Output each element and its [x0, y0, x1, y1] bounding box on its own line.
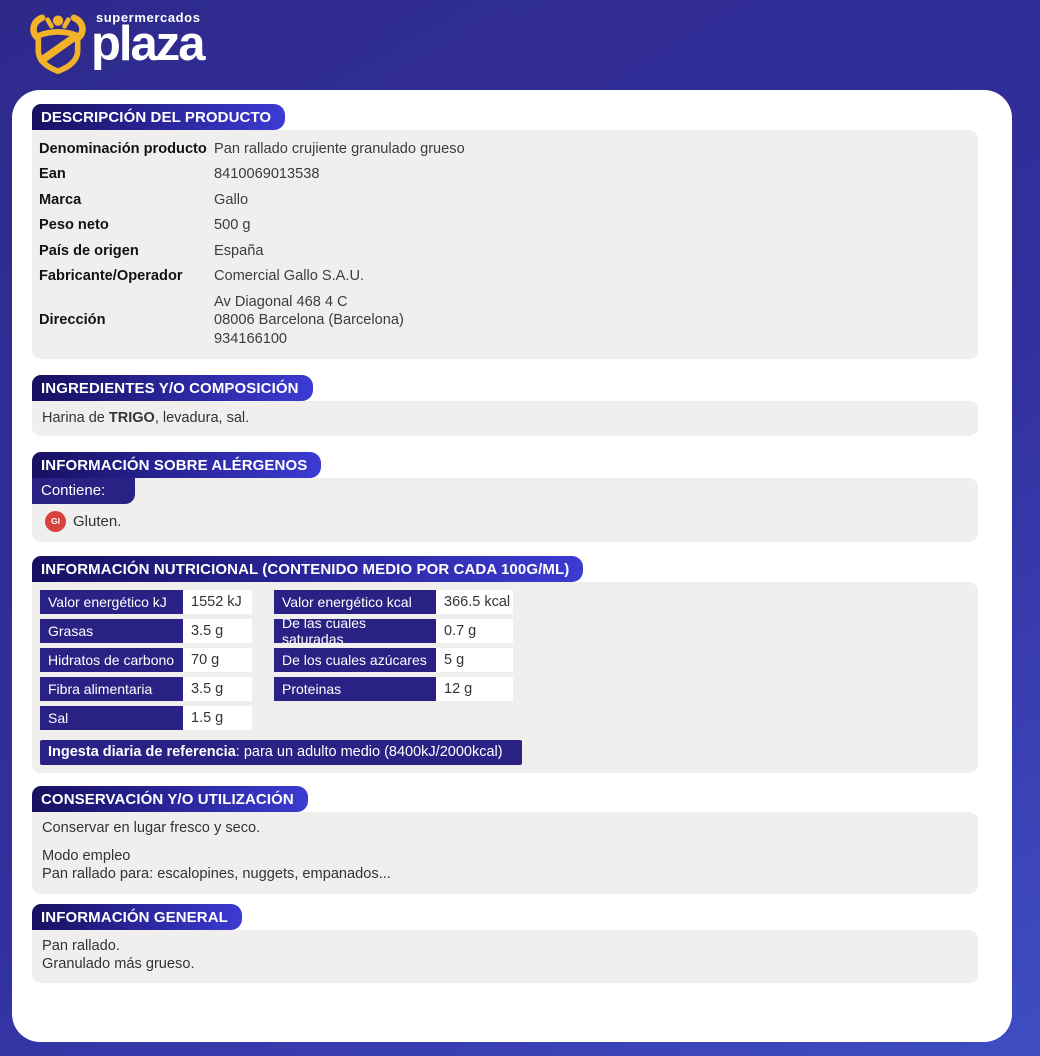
- site-header: supermercados plaza: [0, 0, 1040, 90]
- row-label: Marca: [39, 191, 82, 208]
- nutrition-value-cell: 70 g: [183, 647, 252, 672]
- brand-name: plaza: [91, 17, 206, 71]
- section-conservacion: CONSERVACIÓN Y/O UTILIZACIÓN Conservar e…: [32, 785, 978, 894]
- section-descripcion: DESCRIPCIÓN DEL PRODUCTO Denominación pr…: [32, 104, 978, 359]
- nutrition-value-cell: 3.5 g: [183, 676, 252, 701]
- nutrition-row: Grasas 3.5 g: [40, 618, 252, 643]
- general-text: Pan rallado. Granulado más grueso.: [32, 930, 978, 983]
- table-row: Fabricante/Operador Comercial Gallo S.A.…: [32, 264, 978, 290]
- section-title-ingredientes: INGREDIENTES Y/O COMPOSICIÓN: [32, 374, 313, 401]
- nutrition-tables: Valor energético kJ 1552 kJ Grasas 3.5 g…: [40, 589, 970, 730]
- nutrition-label-cell: Hidratos de carbono: [40, 647, 183, 672]
- plaza-shield-icon: [30, 14, 86, 75]
- ingredientes-text: Harina de TRIGO, levadura, sal.: [32, 400, 978, 436]
- row-value: 8410069013538: [214, 166, 320, 182]
- product-sheet-card: DESCRIPCIÓN DEL PRODUCTO Denominación pr…: [12, 90, 1012, 1042]
- allergen-item: Gl Gluten.: [32, 504, 978, 542]
- nutrition-label-cell: Sal: [40, 705, 183, 730]
- nutrition-row: Sal 1.5 g: [40, 705, 252, 730]
- row-label: Fabricante/Operador: [39, 268, 183, 284]
- section-title-general: INFORMACIÓN GENERAL: [32, 904, 242, 930]
- section-title-conservacion: CONSERVACIÓN Y/O UTILIZACIÓN: [32, 785, 308, 812]
- allergen-name: Gluten.: [73, 512, 122, 530]
- nutrition-label-cell: De los cuales azúcares: [274, 647, 436, 672]
- nutrition-row: De los cuales azúcares 5 g: [274, 647, 513, 672]
- nutrition-value-cell: 5 g: [436, 647, 513, 672]
- alergenos-block: Contiene: Gl Gluten.: [32, 477, 978, 542]
- nutrition-row: Proteinas 12 g: [274, 676, 513, 701]
- section-alergenos: INFORMACIÓN SOBRE ALÉRGENOS Contiene: Gl…: [32, 451, 978, 542]
- section-general: INFORMACIÓN GENERAL Pan rallado. Granula…: [32, 904, 978, 983]
- nutrition-label-cell: Valor energético kJ: [40, 589, 183, 614]
- ingredientes-prefix: Harina de: [42, 409, 109, 426]
- table-row: Marca Gallo: [32, 187, 978, 213]
- nutrition-label-cell: Fibra alimentaria: [40, 676, 183, 701]
- nutrition-label-cell: Valor energético kcal: [274, 589, 436, 614]
- nutrition-row: Valor energético kcal 366.5 kcal: [274, 589, 513, 614]
- nutrition-label-cell: Proteinas: [274, 676, 436, 701]
- nutricional-block: Valor energético kJ 1552 kJ Grasas 3.5 g…: [32, 581, 978, 773]
- daily-intake-note: Ingesta diaria de referencia: para un ad…: [40, 739, 522, 765]
- daily-intake-note-bold: Ingesta diaria de referencia: [48, 743, 236, 760]
- daily-intake-note-rest: : para un adulto medio (8400kJ/2000kcal): [235, 743, 503, 760]
- brand-logo: supermercados plaza: [28, 10, 1040, 77]
- nutrition-value-cell: 1552 kJ: [183, 589, 252, 614]
- table-row: Peso neto 500 g: [32, 213, 978, 239]
- section-title-alergenos: INFORMACIÓN SOBRE ALÉRGENOS: [32, 451, 322, 478]
- nutrition-table-right: Valor energético kcal 366.5 kcal De las …: [274, 589, 513, 701]
- row-value: 500 g: [214, 217, 251, 233]
- nutrition-label-cell: Grasas: [40, 618, 183, 643]
- ingredientes-suffix: , levadura, sal.: [154, 409, 250, 426]
- row-value: Comercial Gallo S.A.U.: [214, 268, 365, 284]
- brand-tagline: supermercados: [95, 10, 201, 25]
- conservacion-text: Conservar en lugar fresco y seco.: [42, 819, 261, 836]
- nutrition-value-cell: 0.7 g: [436, 618, 513, 643]
- section-ingredientes: INGREDIENTES Y/O COMPOSICIÓN Harina de T…: [32, 374, 978, 436]
- nutrition-value-cell: 366.5 kcal: [436, 589, 513, 614]
- row-value: Av Diagonal 468 4 C 08006 Barcelona (Bar…: [214, 293, 404, 347]
- ingredientes-allergen-bold: TRIGO: [108, 409, 155, 426]
- nutrition-value-cell: 12 g: [436, 676, 513, 701]
- section-title-descripcion: DESCRIPCIÓN DEL PRODUCTO: [32, 104, 286, 130]
- table-row: Dirección Av Diagonal 468 4 C 08006 Barc…: [32, 289, 978, 352]
- conservacion-block: Conservar en lugar fresco y seco. Modo e…: [32, 811, 978, 894]
- table-row: Ean 8410069013538: [32, 162, 978, 188]
- row-label: Peso neto: [39, 217, 109, 233]
- row-value: Gallo: [214, 191, 249, 208]
- nutrition-label-cell: De las cuales saturadas: [274, 615, 436, 647]
- descripcion-table: Denominación producto Pan rallado crujie…: [32, 130, 978, 359]
- row-label: Ean: [39, 166, 66, 182]
- row-label: Denominación producto: [39, 140, 207, 157]
- nutrition-value-cell: 3.5 g: [183, 618, 252, 643]
- modo-empleo-text: Modo empleo Pan rallado para: escalopine…: [42, 848, 391, 882]
- table-row: País de origen España: [32, 238, 978, 264]
- nutrition-value-cell: 1.5 g: [183, 705, 252, 730]
- section-nutricional: INFORMACIÓN NUTRICIONAL (CONTENIDO MEDIO…: [32, 555, 978, 773]
- nutrition-table-left: Valor energético kJ 1552 kJ Grasas 3.5 g…: [40, 589, 252, 730]
- row-label: País de origen: [39, 242, 139, 259]
- brand-logo-text: supermercados plaza: [91, 10, 206, 71]
- gluten-badge-icon: Gl: [45, 510, 66, 532]
- row-label: Dirección: [39, 312, 106, 328]
- table-row: Denominación producto Pan rallado crujie…: [32, 136, 978, 162]
- nutrition-row: Valor energético kJ 1552 kJ: [40, 589, 252, 614]
- row-value: Pan rallado crujiente granulado grueso: [214, 140, 465, 157]
- row-value: España: [214, 242, 264, 259]
- contains-label: Contiene:: [32, 477, 136, 504]
- nutrition-row: De las cuales saturadas 0.7 g: [274, 615, 513, 647]
- section-title-nutricional: INFORMACIÓN NUTRICIONAL (CONTENIDO MEDIO…: [32, 555, 584, 582]
- nutrition-row: Fibra alimentaria 3.5 g: [40, 676, 252, 701]
- nutrition-row: Hidratos de carbono 70 g: [40, 647, 252, 672]
